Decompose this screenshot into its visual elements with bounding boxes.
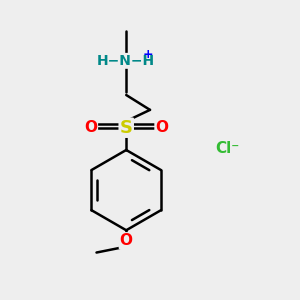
Text: S: S xyxy=(120,119,133,137)
Text: O: O xyxy=(155,120,168,135)
Text: O: O xyxy=(120,233,133,248)
Text: H−N−H: H−N−H xyxy=(97,54,155,68)
Text: Cl⁻: Cl⁻ xyxy=(215,141,239,156)
Text: O: O xyxy=(84,120,97,135)
Text: +: + xyxy=(142,48,153,61)
